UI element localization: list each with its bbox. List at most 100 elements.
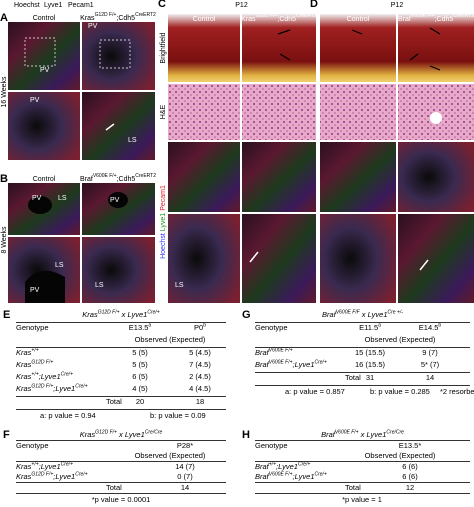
table-cell: 14 (7) xyxy=(175,462,195,471)
superscript: Cre/+ xyxy=(314,359,327,366)
total-cell: 31 xyxy=(365,373,375,382)
table-rule xyxy=(255,461,470,462)
table-cell: 5* (7) xyxy=(420,360,440,369)
total-cell: 18 xyxy=(195,397,205,406)
region-label: PV xyxy=(30,97,40,104)
superscript: G12D F/+ xyxy=(31,471,54,478)
text-part: Braf xyxy=(322,310,336,319)
text-part: Braf xyxy=(255,360,269,369)
footnote: a: p value = 0.857 xyxy=(285,387,345,396)
column-header: E13.5* xyxy=(398,441,422,450)
region-label: PV xyxy=(110,197,120,204)
text-part: x xyxy=(116,430,125,439)
genotype: KrasG12D F/+;Lyve1Cre/+ xyxy=(16,384,88,394)
superscript: Cre/+ xyxy=(75,471,88,478)
image-panels: Hoechst Lyve1 Pecam1 A Control KrasG12D F/+ ;C… xyxy=(0,0,474,303)
genotype: BrafV600E F/+;Lyve1Cre/+ xyxy=(255,472,327,482)
text-part: Lyve1 xyxy=(366,430,387,439)
panel-letter: C xyxy=(158,0,166,10)
total-cell: Total xyxy=(106,483,122,492)
panel-c-images xyxy=(168,14,316,303)
superscript: V600E F/+ xyxy=(93,173,117,179)
genotype: Kras+/+;Lyve1Cre/+ xyxy=(16,372,73,382)
superscript: +/+ xyxy=(31,347,39,354)
column-label: BrafV600E F/+;Cdh5CreERT2 xyxy=(398,13,474,23)
text-part: Kras xyxy=(16,360,32,369)
stain-name: Pecam1 xyxy=(160,185,167,211)
row-label: 16 Weeks xyxy=(1,76,8,107)
text-part: Kras xyxy=(16,372,32,381)
total-cell: Total xyxy=(345,373,361,382)
superscript: G12D F/+ xyxy=(31,383,54,390)
text-part: x xyxy=(359,310,368,319)
text-part: ;Lyve1 xyxy=(53,384,76,393)
column-subheader: Observed (Expected) xyxy=(134,451,206,460)
table-rule xyxy=(16,347,226,348)
footnote: b: p value = 0.285 xyxy=(370,387,430,396)
panel-letter: F xyxy=(3,429,10,441)
genotype: Braf+/+;Lyve1Cre/+ xyxy=(255,462,310,472)
column-label: Control xyxy=(33,15,56,22)
total-cell: Total xyxy=(345,483,361,492)
table-cell: 16 (15.5) xyxy=(354,360,386,369)
table-rule xyxy=(255,322,470,323)
total-cell: 12 xyxy=(405,483,415,492)
footnote: *p value = 1 xyxy=(342,495,382,504)
superscript: G12D F/+ xyxy=(95,12,117,18)
text-part: Kras xyxy=(79,430,96,439)
column-label: Control xyxy=(347,16,370,23)
text-part: E11.5 xyxy=(359,323,379,332)
column-subheader: Observed (Expected) xyxy=(364,335,436,344)
text-part: ;Cdh5 xyxy=(277,16,296,23)
panel-d-images xyxy=(320,14,474,303)
superscript: Cre/+ xyxy=(147,309,160,316)
superscript: +/+ xyxy=(31,461,39,468)
genotype: KrasG12D F/+ xyxy=(16,360,53,370)
genotype: BrafV600E F/+ xyxy=(255,348,293,358)
table-cell: 7 (4.5) xyxy=(189,360,211,369)
text-part: P0 xyxy=(194,323,204,332)
region-label: LS xyxy=(95,282,104,289)
text-part: ;Cdh5 xyxy=(117,176,136,183)
table-cell: 5 (5) xyxy=(132,360,148,369)
superscript: a xyxy=(148,322,152,329)
total-cell: 20 xyxy=(135,397,145,406)
text-part: Kras xyxy=(16,384,32,393)
footnote: *p value = 0.0001 xyxy=(91,495,151,504)
table-cell: 2 (4.5) xyxy=(189,372,211,381)
table-rule xyxy=(16,409,226,410)
column-header: E13.5a xyxy=(129,323,151,333)
text-part: Lyve1 xyxy=(367,310,388,319)
superscript: V600E F/+ xyxy=(334,429,359,436)
genotype: KrasG12D F/+;Lyve1Cre/+ xyxy=(16,472,88,482)
table-rule xyxy=(255,385,470,386)
table-cell: 15 (15.5) xyxy=(354,348,386,357)
panel-b-images xyxy=(8,183,155,303)
table-cell: 6 (5) xyxy=(132,372,148,381)
table-rule xyxy=(16,322,226,323)
table-cell: 0 (7) xyxy=(177,472,193,481)
row-label: HoechstLyve1 Pecam1 xyxy=(160,185,167,259)
text-part: Kras xyxy=(80,15,95,22)
superscript: CreERT2 xyxy=(453,13,474,19)
table-title: BrafV600E F/+ x Lyve1Cre/Cre xyxy=(321,430,404,440)
text-part: Kras xyxy=(16,472,32,481)
table-cell: 4 (4.5) xyxy=(189,384,211,393)
table-rule xyxy=(16,493,226,494)
text-part: Braf xyxy=(255,462,269,471)
panel-letter: A xyxy=(0,12,8,24)
superscript: +/+ xyxy=(268,461,276,468)
text-part: Braf xyxy=(255,472,269,481)
text-part: Kras xyxy=(16,348,32,357)
panel-letter: B xyxy=(0,173,8,185)
footnote: a: p value = 0.94 xyxy=(40,411,96,420)
panel-letter: G xyxy=(242,309,251,321)
superscript: CreERT2 xyxy=(296,13,317,19)
column-label: BrafV600E F/+;Cdh5CreERT2 xyxy=(80,173,156,183)
superscript: Cre/+ xyxy=(60,461,73,468)
table-cell: 5 (4.5) xyxy=(189,348,211,357)
superscript: Cre +/- xyxy=(387,309,403,316)
text-part: ;Lyve1 xyxy=(276,462,298,471)
column-header: P28* xyxy=(176,441,194,450)
text-part: ;Lyve1 xyxy=(38,462,61,471)
